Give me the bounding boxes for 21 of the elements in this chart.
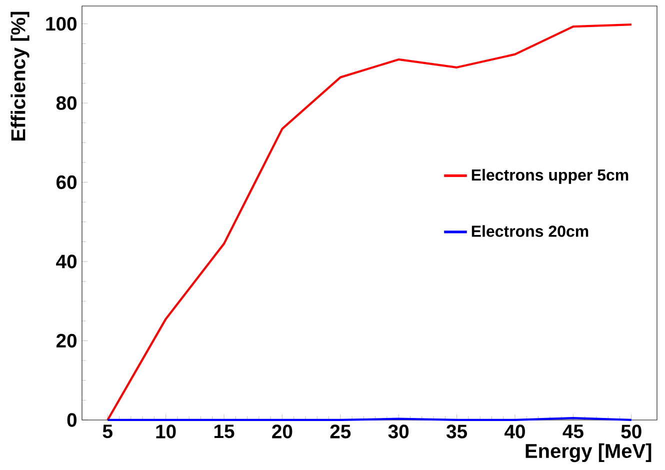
x-tick-label: 5 bbox=[102, 424, 112, 438]
x-tick-label: 10 bbox=[156, 424, 176, 438]
x-tick-label: 40 bbox=[504, 424, 525, 438]
x-tick-label: 35 bbox=[446, 424, 468, 438]
x-tick-label: 15 bbox=[214, 424, 234, 438]
x-tick-label: 45 bbox=[562, 424, 584, 438]
y-tick-label: 100 bbox=[46, 16, 77, 31]
y-tick-label: 40 bbox=[56, 254, 77, 268]
x-tick-label: 30 bbox=[388, 424, 409, 438]
x-tick-label: 20 bbox=[272, 424, 292, 438]
y-axis-title: Efficiency [%] bbox=[10, 12, 30, 141]
y-tick-label: 20 bbox=[56, 334, 77, 348]
x-tick-label: 50 bbox=[621, 424, 642, 438]
line-series bbox=[106, 24, 632, 422]
y-tick-label: 0 bbox=[67, 413, 77, 427]
x-axis-title: Energy [MeV] bbox=[526, 443, 652, 462]
x-tick-label: 25 bbox=[330, 424, 351, 438]
y-tick-label: 80 bbox=[56, 96, 77, 110]
y-tick-label: 60 bbox=[56, 175, 77, 190]
legend-label: Electrons upper 5cm bbox=[472, 168, 628, 184]
legend-label: Electrons 20cm bbox=[472, 225, 588, 237]
